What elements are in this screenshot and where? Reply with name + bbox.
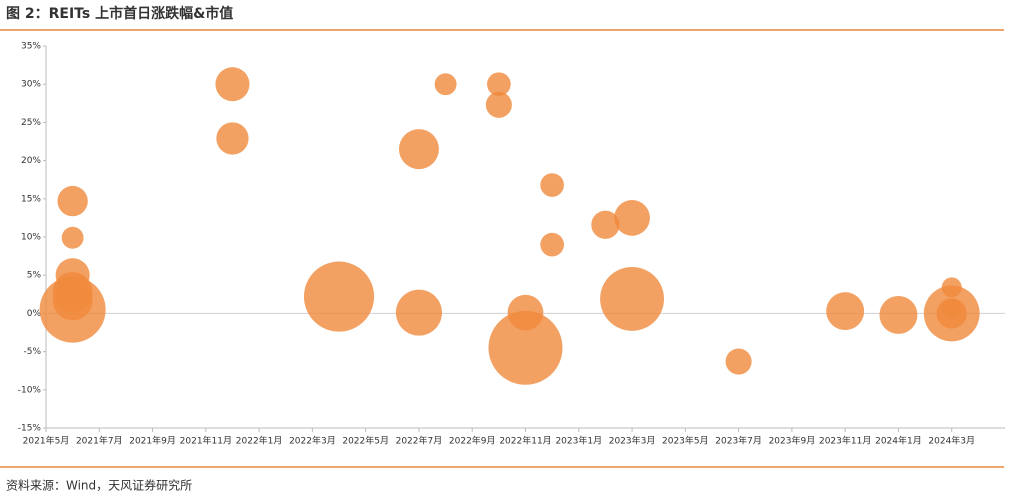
y-tick-label: 25% <box>21 118 41 128</box>
bubble <box>879 295 918 334</box>
x-tick-label: 2023年3月 <box>609 435 656 447</box>
x-tick-label: 2022年1月 <box>236 435 283 447</box>
bubble <box>488 310 563 385</box>
y-tick-label: 20% <box>21 156 41 166</box>
x-tick-label: 2022年7月 <box>396 435 443 447</box>
y-tick-label: -10% <box>18 385 42 395</box>
x-tick-label: 2022年11月 <box>499 435 551 447</box>
x-tick-label: 2021年5月 <box>23 435 70 447</box>
y-tick-label: 5% <box>27 271 42 281</box>
x-tick-label: 2023年7月 <box>715 435 762 447</box>
bubble <box>303 261 375 332</box>
chart-title: 图 2：REITs 上市首日涨跌幅&市值 <box>6 5 233 22</box>
bubble <box>600 266 664 331</box>
bubble <box>215 67 250 102</box>
bubble <box>540 173 564 197</box>
bubble <box>52 280 93 321</box>
x-tick-label: 2023年5月 <box>662 435 709 447</box>
bubble <box>941 277 962 298</box>
source: 资料来源：Wind，天风证券研究所 <box>6 478 192 493</box>
bubble <box>485 91 512 118</box>
x-tick-label: 2024年3月 <box>928 435 975 447</box>
bubble <box>434 73 457 96</box>
bubble <box>591 210 620 239</box>
bubble <box>540 232 564 257</box>
y-tick-label: 10% <box>21 233 41 243</box>
bubble <box>725 348 752 375</box>
y-tick-label: 30% <box>21 80 41 90</box>
bubble <box>487 72 511 97</box>
x-tick-label: 2022年5月 <box>342 435 389 447</box>
bubble <box>398 129 439 170</box>
bubble <box>57 185 88 217</box>
x-tick-label: 2021年7月 <box>76 435 123 447</box>
x-tick-label: 2022年3月 <box>289 435 336 447</box>
y-tick-label: 0% <box>27 309 42 319</box>
x-tick-label: 2024年1月 <box>875 435 922 447</box>
bubble <box>395 289 442 336</box>
bubble <box>614 200 650 236</box>
bubble <box>61 226 84 249</box>
x-tick-label: 2021年9月 <box>129 435 176 447</box>
y-tick-label: 35% <box>21 42 41 52</box>
bubble <box>936 298 967 329</box>
y-tick-label: -5% <box>23 347 41 357</box>
x-tick-label: 2021年11月 <box>180 435 232 447</box>
x-tick-label: 2023年11月 <box>819 435 871 447</box>
x-tick-label: 2022年9月 <box>449 435 496 447</box>
y-tick-label: 15% <box>21 194 41 204</box>
bubble <box>216 122 249 155</box>
bubble <box>826 292 865 331</box>
x-tick-label: 2023年1月 <box>555 435 602 447</box>
x-tick-label: 2023年9月 <box>769 435 816 447</box>
y-tick-label: -15% <box>18 424 42 434</box>
